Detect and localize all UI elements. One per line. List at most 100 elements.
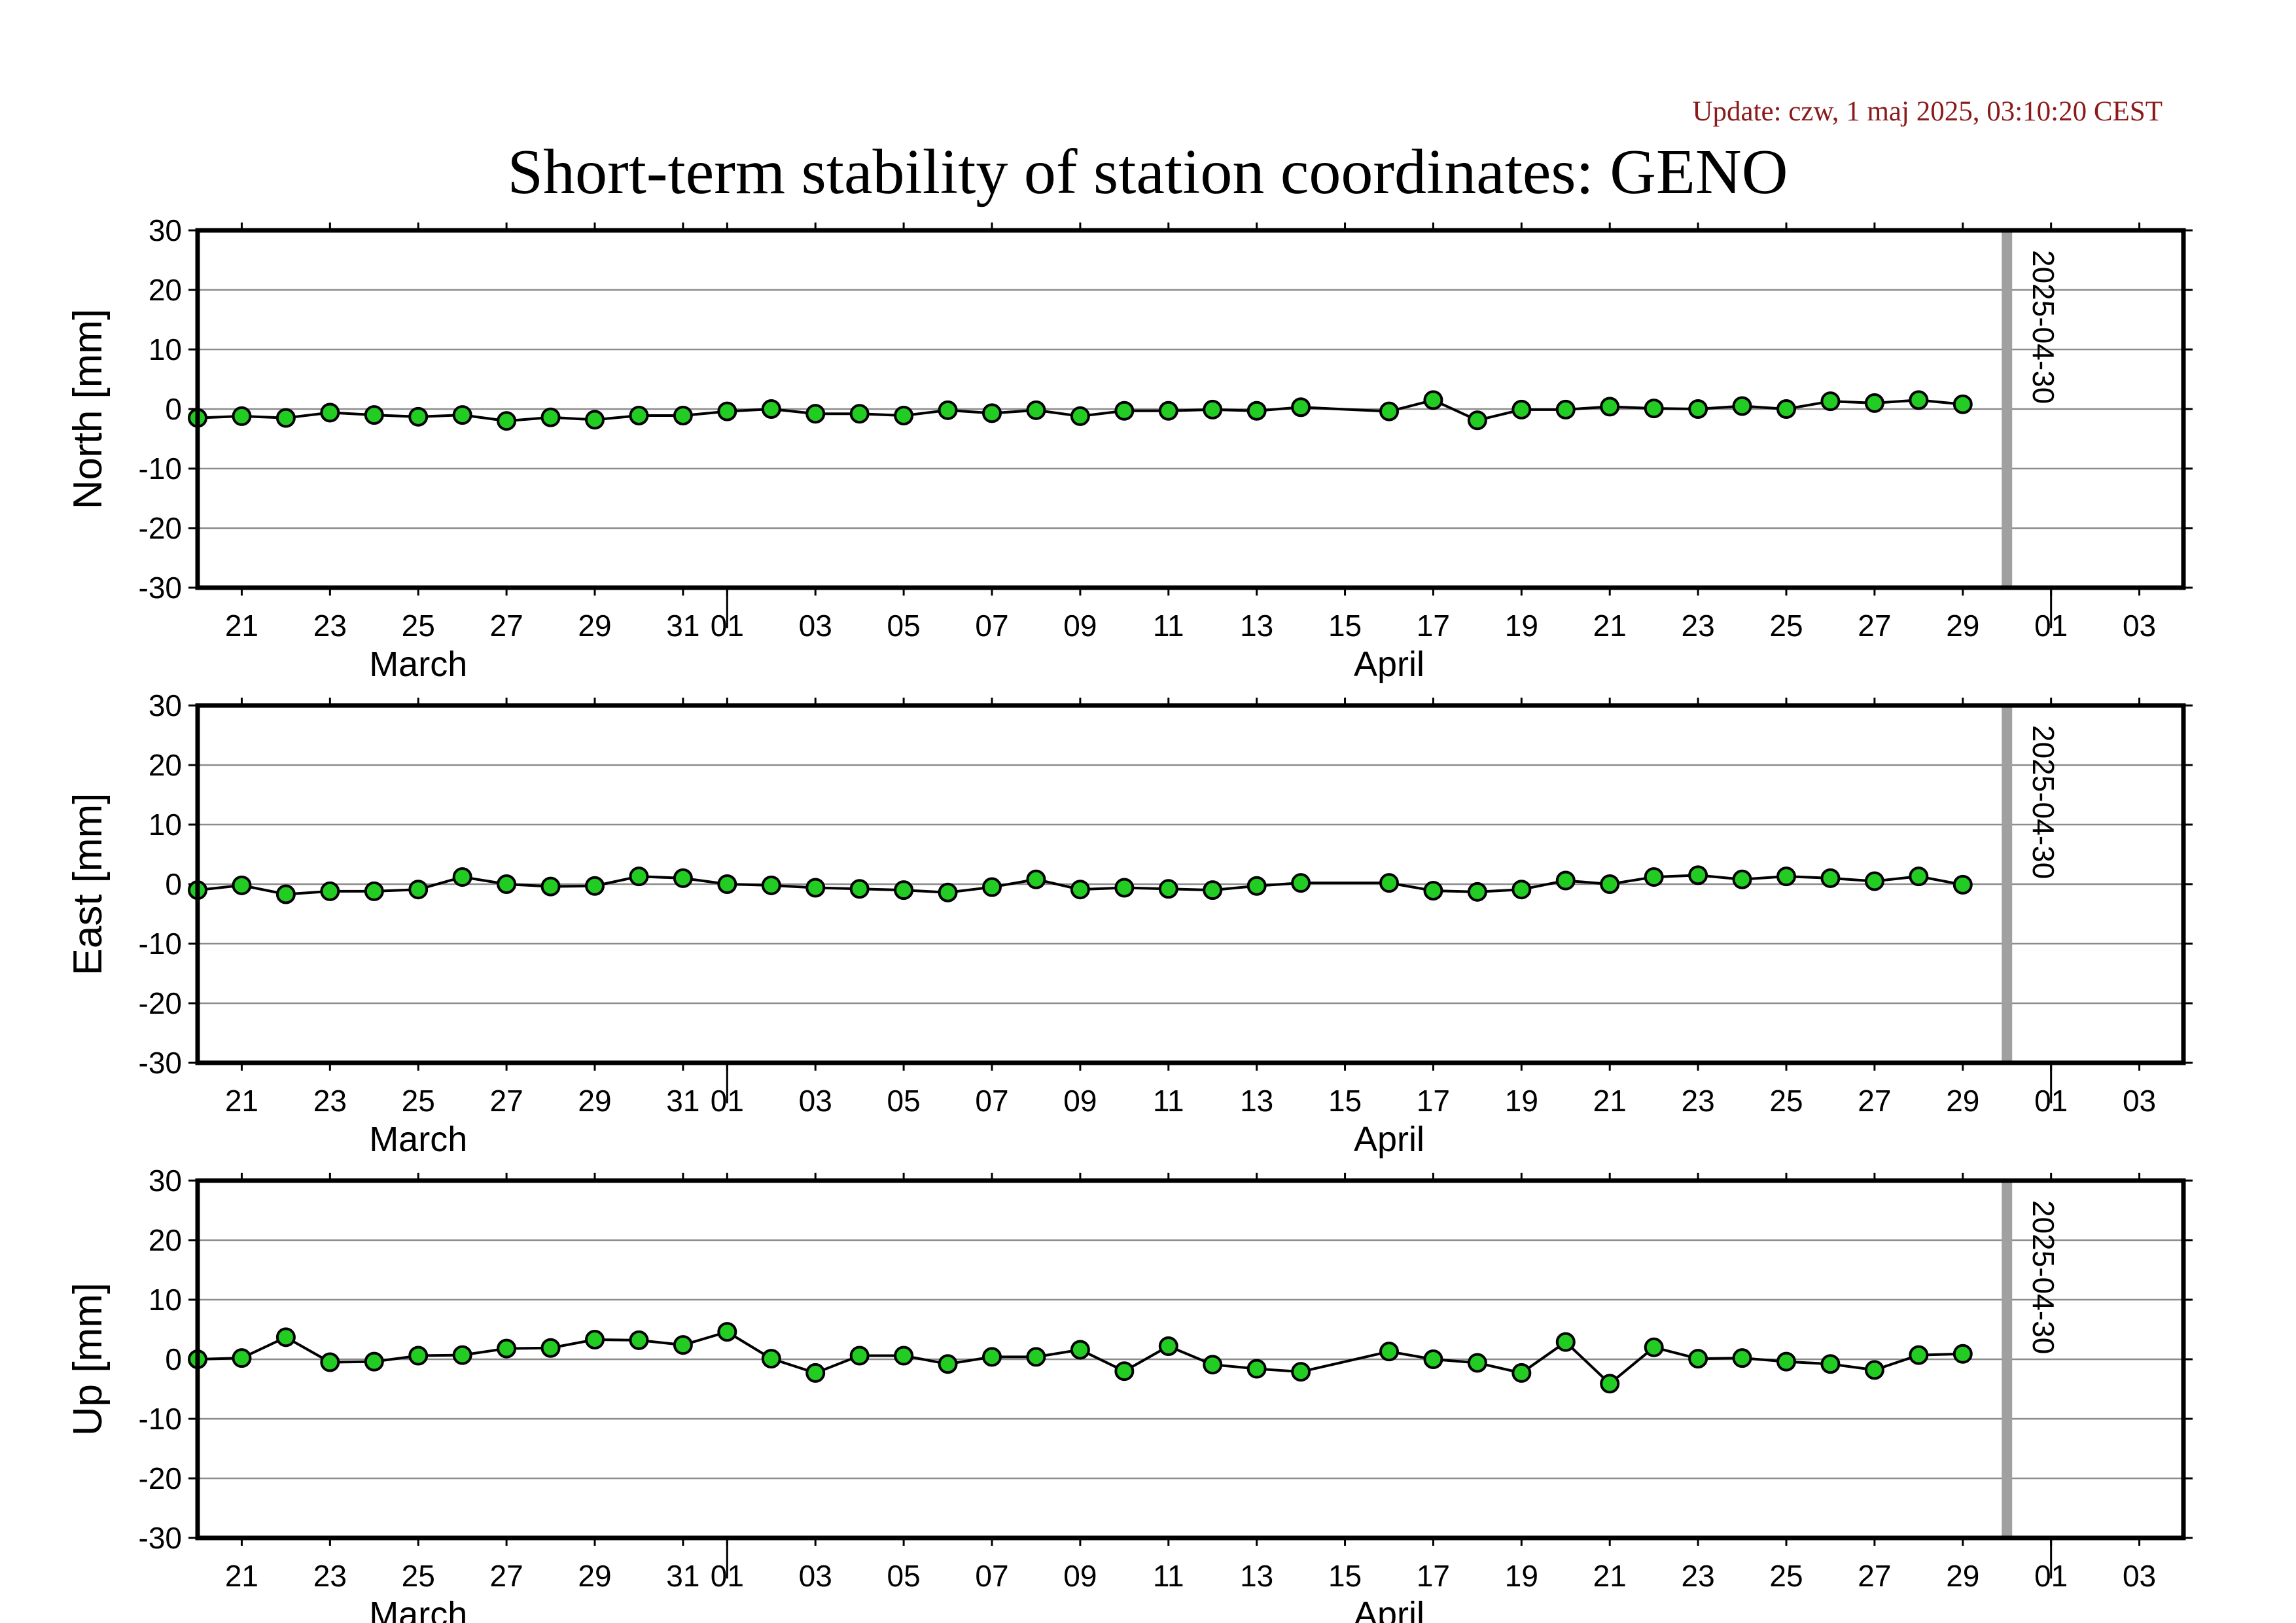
x-tick-label: 27	[490, 609, 523, 643]
data-point	[1555, 870, 1576, 891]
data-point	[1555, 399, 1576, 419]
x-tick-label: 25	[402, 1084, 435, 1118]
data-point	[1158, 401, 1178, 421]
data-point	[497, 1338, 517, 1359]
data-point	[1909, 866, 1929, 887]
data-point	[761, 875, 781, 895]
data-point	[540, 407, 561, 427]
data-point	[849, 1346, 870, 1366]
y-tick-label: 30	[149, 688, 182, 722]
date-marker-label: 2025-04-30	[2026, 725, 2060, 879]
x-tick-label: 11	[1153, 1084, 1184, 1118]
data-point	[1114, 1361, 1135, 1382]
data-point	[275, 1327, 296, 1347]
month-label: March	[369, 1595, 467, 1623]
data-point	[320, 1352, 340, 1372]
data-point	[1070, 1340, 1090, 1360]
data-point	[1600, 397, 1620, 417]
data-point	[717, 401, 737, 421]
data-point	[805, 404, 826, 424]
x-tick-label: 03	[2123, 1559, 2156, 1593]
date-marker-label: 2025-04-30	[2026, 1200, 2060, 1354]
date-marker-label: 2025-04-30	[2026, 250, 2060, 404]
plot-frame	[195, 228, 2186, 590]
data-point	[1467, 1353, 1487, 1373]
data-point	[673, 868, 693, 888]
x-tick-label: 05	[887, 1559, 921, 1593]
data-point	[497, 874, 517, 894]
y-tick-label: -20	[139, 1461, 182, 1495]
data-point	[1114, 401, 1135, 421]
month-label: April	[1354, 1120, 1424, 1159]
data-point	[1291, 1362, 1311, 1382]
month-label: April	[1354, 645, 1424, 684]
data-point	[982, 877, 1002, 897]
data-point	[938, 1354, 958, 1374]
y-tick-label: -10	[139, 1402, 182, 1436]
data-point	[849, 879, 870, 899]
x-tick-label: 03	[799, 1084, 832, 1118]
data-point	[1732, 869, 1752, 889]
y-tick-label: 0	[165, 392, 182, 426]
data-point	[1379, 873, 1399, 893]
data-point	[1114, 878, 1135, 898]
x-tick-label: 09	[1063, 1559, 1097, 1593]
date-marker-line	[2002, 230, 2013, 588]
data-point	[452, 405, 472, 425]
y-tick-label: -20	[139, 986, 182, 1020]
data-point	[761, 1349, 781, 1369]
panel-3: 30 20 10 0 -10 -20 -30 Up [mm] 2025-04-30 21 23 25 2…	[65, 1164, 2193, 1623]
data-point	[1379, 401, 1399, 421]
data-point	[894, 406, 914, 426]
y-tick-label: 20	[149, 1223, 182, 1257]
data-point	[849, 404, 870, 424]
data-point	[629, 866, 649, 887]
y-tick-label: 30	[149, 1164, 182, 1198]
data-point	[629, 1330, 649, 1350]
x-tick-label: 07	[975, 609, 1008, 643]
data-point	[1864, 871, 1884, 891]
y-tick-label: -30	[139, 571, 182, 605]
series-line	[197, 399, 1963, 423]
data-point	[1291, 873, 1311, 893]
data-point	[982, 403, 1002, 423]
x-tick-label: 19	[1505, 1559, 1538, 1593]
data-point	[364, 881, 384, 901]
data-point	[717, 874, 737, 894]
x-tick-label: 09	[1063, 609, 1097, 643]
data-point	[1246, 1359, 1267, 1379]
x-tick-label: 17	[1417, 1084, 1450, 1118]
data-point	[1158, 1336, 1178, 1356]
date-marker-line	[2002, 705, 2013, 1063]
data-point	[938, 882, 958, 902]
x-tick-label: 15	[1328, 1084, 1362, 1118]
x-tick-label: 23	[313, 1559, 347, 1593]
data-point	[408, 406, 429, 427]
data-point	[585, 1329, 605, 1349]
data-point	[629, 406, 649, 426]
x-tick-label: 31	[666, 609, 699, 643]
data-point	[1688, 399, 1708, 419]
x-tick-label: 03	[799, 1559, 832, 1593]
x-tick-label: 21	[225, 1559, 258, 1593]
data-point	[1776, 399, 1796, 419]
x-tick-label: 31	[666, 1084, 699, 1118]
data-point	[1511, 1363, 1532, 1383]
x-tick-label: 07	[975, 1084, 1008, 1118]
data-point	[232, 406, 252, 426]
data-point	[894, 1346, 914, 1366]
x-tick-label: 23	[313, 609, 347, 643]
data-point	[1423, 881, 1443, 901]
data-point	[1820, 1354, 1841, 1374]
panels: 30 20 10 0 -10 -20 -30 North [mm] 2025-04-30 21 23…	[65, 213, 2193, 1623]
x-tick-label: 11	[1153, 1559, 1184, 1593]
data-point	[1246, 876, 1267, 896]
data-point	[1203, 1355, 1223, 1375]
month-label: April	[1354, 1595, 1424, 1623]
data-point	[1864, 393, 1884, 413]
data-point	[408, 880, 429, 900]
x-tick-label: 25	[1769, 609, 1803, 643]
y-tick-label: 20	[149, 273, 182, 307]
y-tick-label: 0	[165, 1342, 182, 1376]
